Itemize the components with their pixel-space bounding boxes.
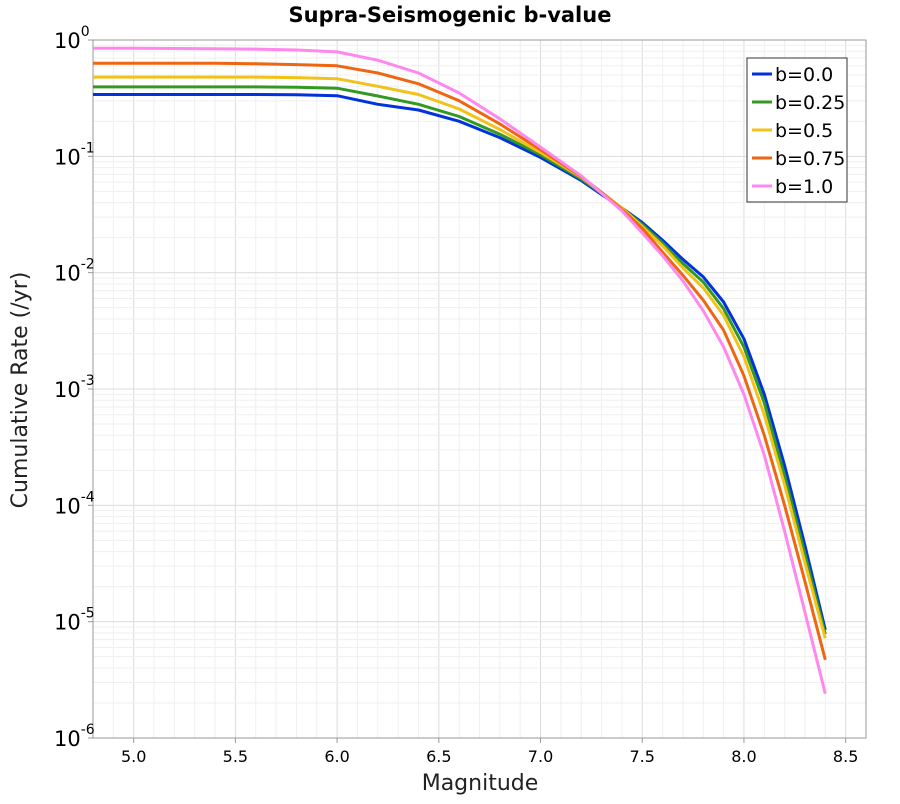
chart-title: Supra-Seismogenic b-value (289, 3, 612, 27)
x-tick-label: 8.0 (731, 747, 756, 766)
y-tick-exponent: -1 (81, 140, 95, 156)
y-tick-exponent: -4 (81, 489, 95, 505)
y-tick-exponent: 0 (81, 24, 90, 40)
x-tick-label: 8.5 (833, 747, 858, 766)
legend-label: b=0.75 (775, 148, 845, 170)
series-line-b=1.0 (93, 46, 827, 695)
legend: b=0.0 b=0.25 b=0.5 b=0.75 b=1.0 (746, 57, 848, 203)
x-axis-ticks: 5.0 5.5 6.0 6.5 7.0 7.5 8.0 8.5 (121, 738, 858, 766)
x-tick-label: 5.0 (121, 747, 146, 766)
x-tick-label: 5.5 (223, 747, 248, 766)
legend-label: b=0.25 (775, 92, 845, 114)
legend-label: b=0.5 (775, 120, 833, 142)
x-axis-label: Magnitude (422, 771, 539, 796)
x-tick-label: 7.5 (630, 747, 655, 766)
x-tick-label: 6.0 (324, 747, 349, 766)
series-lines (93, 46, 827, 695)
x-tick-label: 6.5 (426, 747, 451, 766)
x-tick-label: 7.0 (528, 747, 553, 766)
legend-label: b=1.0 (775, 176, 833, 198)
legend-label: b=0.0 (775, 64, 833, 86)
y-tick-exponent: -3 (81, 373, 95, 389)
y-tick-exponent: -5 (81, 606, 95, 622)
y-tick-exponent: -6 (81, 722, 95, 738)
y-axis-label: Cumulative Rate (/yr) (8, 272, 33, 509)
grid (92, 40, 867, 739)
y-tick-exponent: -2 (81, 257, 95, 273)
